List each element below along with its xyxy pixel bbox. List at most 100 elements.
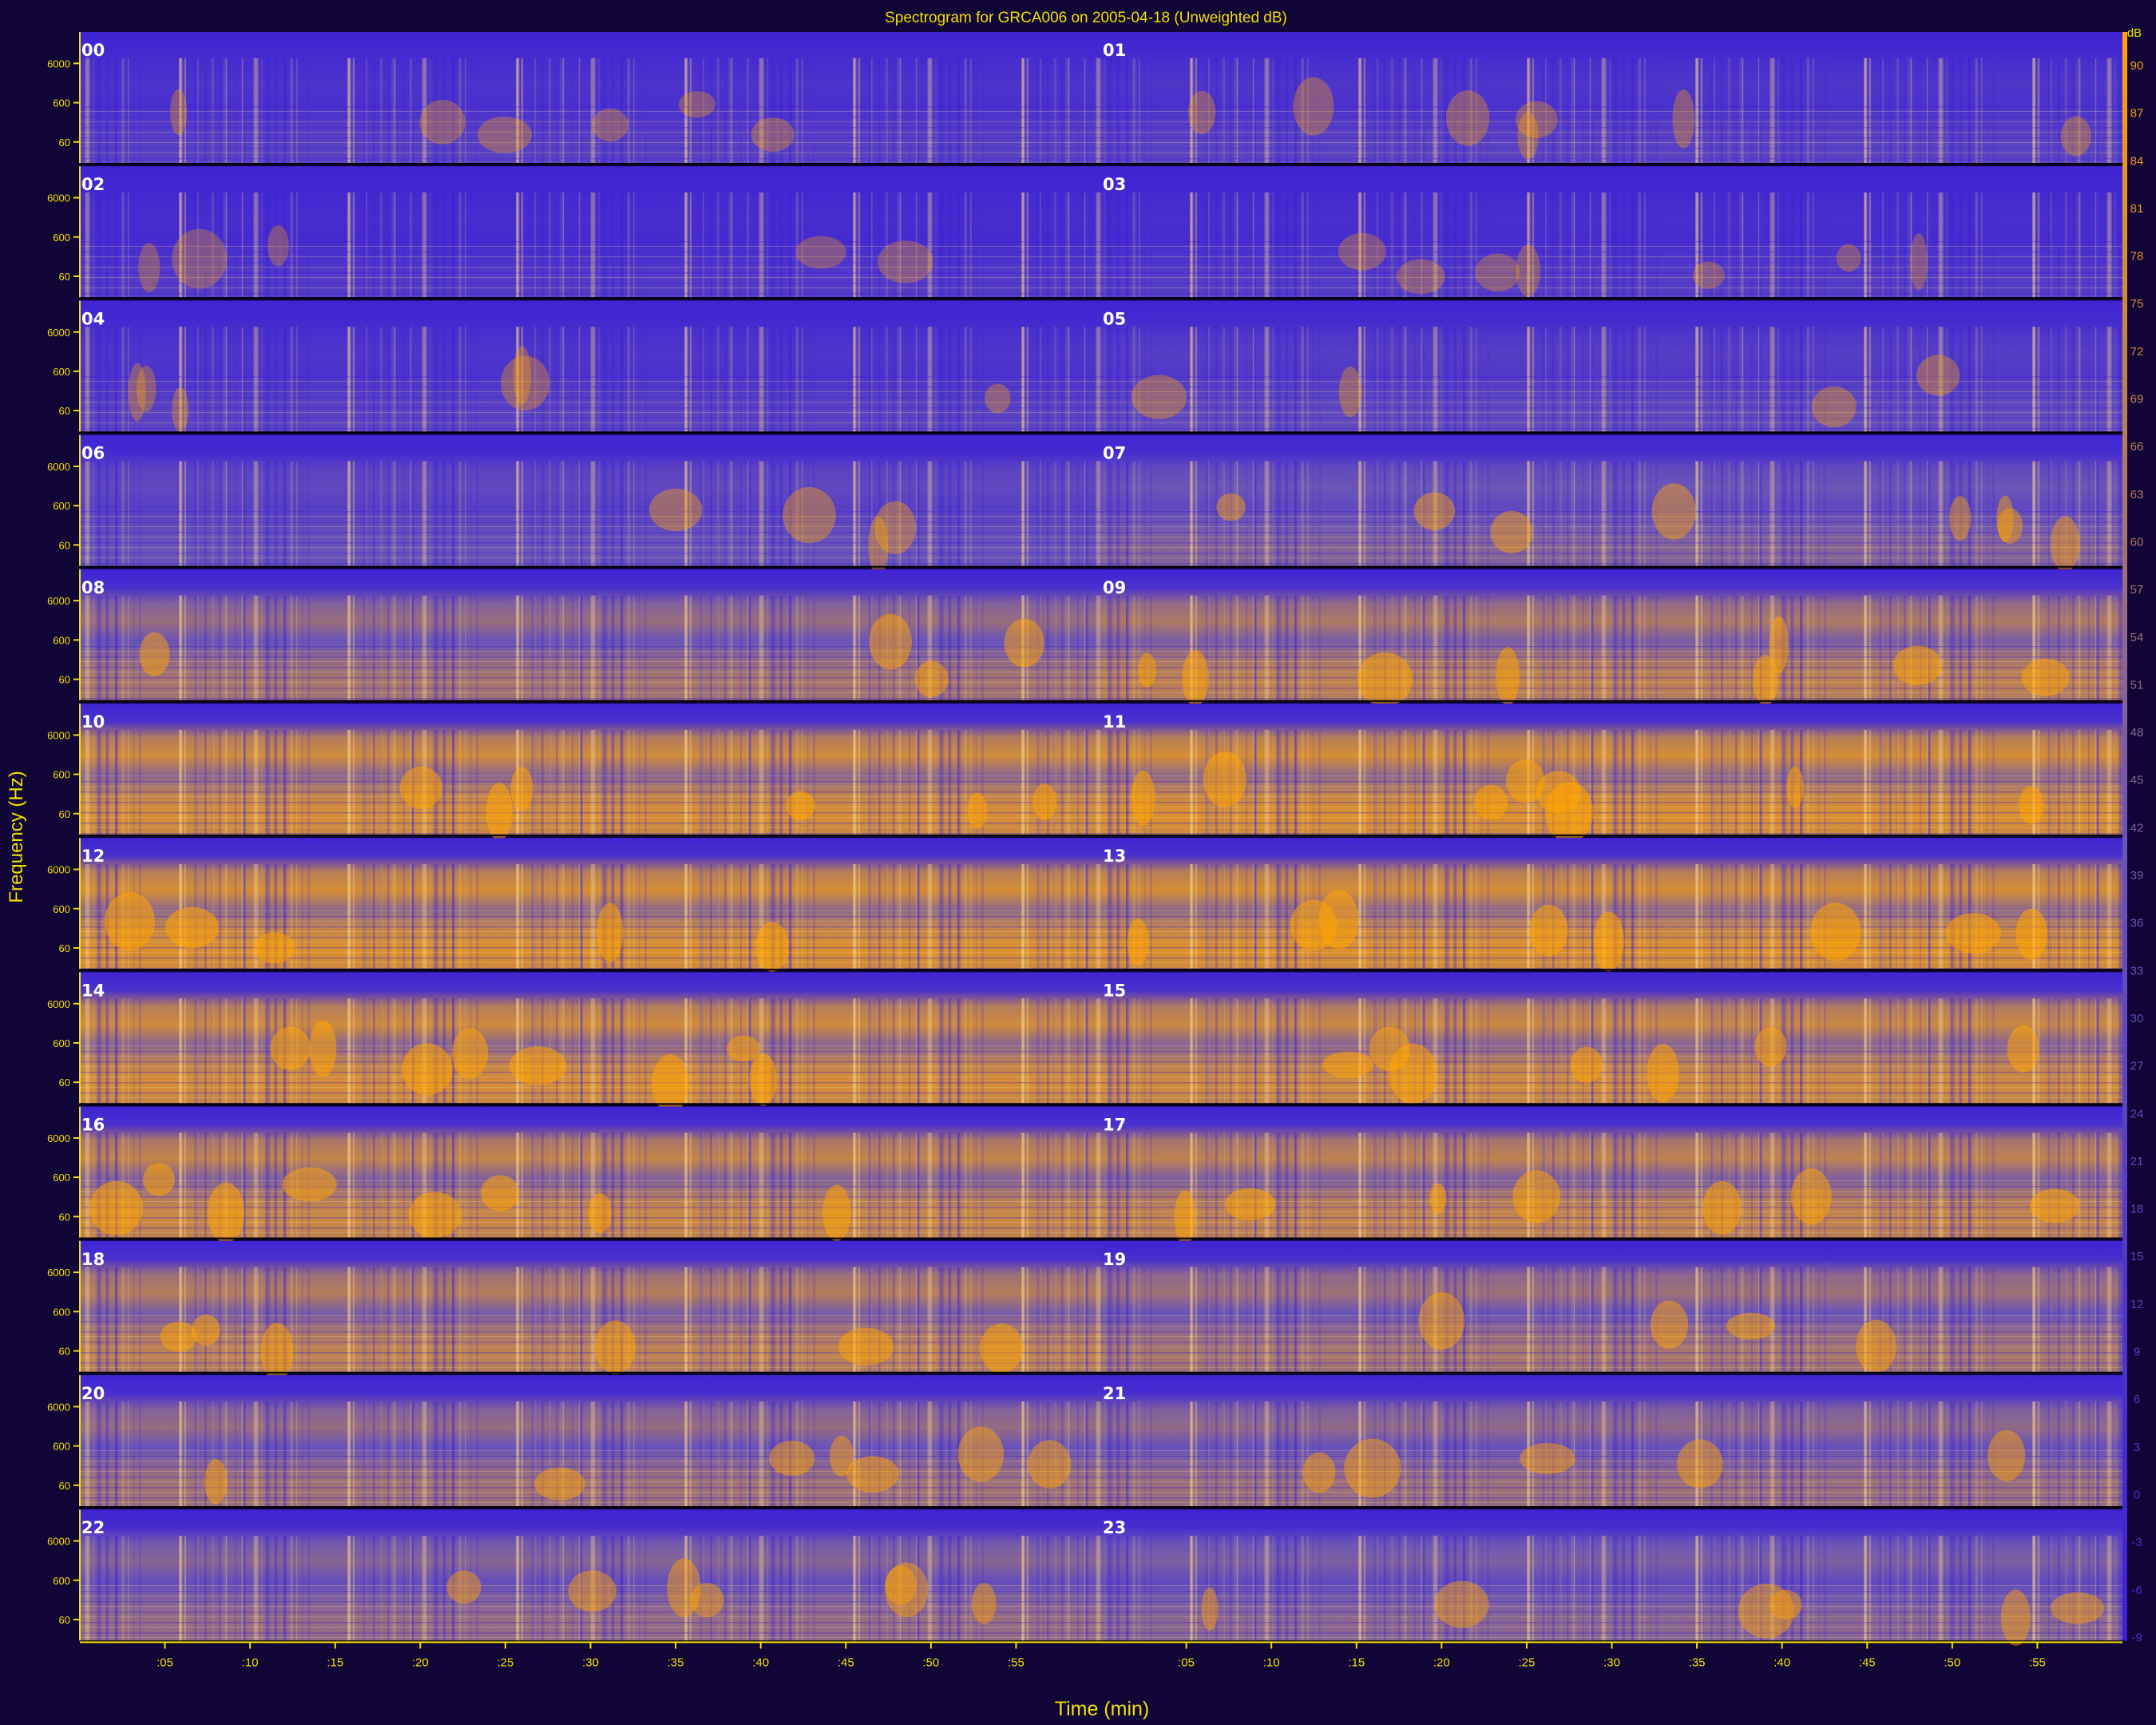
sound-event bbox=[749, 1053, 777, 1106]
y-tick-label: 6000 bbox=[47, 327, 70, 339]
colorbar-tick-label: 51 bbox=[2130, 678, 2144, 692]
panel-row: 02 03 6000 600 60 bbox=[47, 166, 2122, 299]
colorbar-tick-label: 30 bbox=[2130, 1012, 2144, 1025]
sound-event bbox=[592, 108, 628, 142]
sound-event bbox=[1770, 1589, 1802, 1620]
x-tick-label: :50 bbox=[922, 1656, 939, 1669]
colorbar-strip bbox=[2122, 32, 2127, 1641]
sound-event bbox=[1512, 1170, 1561, 1223]
y-tick-label: 6000 bbox=[47, 1267, 70, 1279]
colorbar-unit-label: dB bbox=[2127, 26, 2142, 40]
hour-label: 15 bbox=[1103, 981, 1126, 1000]
sound-event bbox=[1389, 1043, 1438, 1104]
sound-event bbox=[2015, 908, 2048, 960]
sound-event bbox=[501, 355, 550, 411]
colorbar-tick-label: 66 bbox=[2130, 440, 2144, 454]
sound-event bbox=[1429, 1183, 1447, 1214]
hour-label: 06 bbox=[81, 444, 105, 463]
panel-texture bbox=[80, 1044, 1101, 1104]
panel-texture bbox=[1101, 104, 2122, 163]
colorbar-tick-label: 75 bbox=[2130, 297, 2144, 311]
sound-event bbox=[1203, 751, 1247, 807]
colorbar-tick-label: 45 bbox=[2130, 774, 2144, 787]
sound-event bbox=[868, 516, 889, 576]
x-tick-label: :25 bbox=[1518, 1656, 1535, 1669]
y-tick-label: 60 bbox=[59, 1077, 70, 1089]
y-tick-label: 60 bbox=[59, 674, 70, 686]
colorbar-tick-label: 18 bbox=[2130, 1203, 2144, 1216]
sound-event bbox=[568, 1570, 616, 1612]
sound-event bbox=[667, 1558, 701, 1618]
sound-event bbox=[1593, 911, 1624, 972]
y-tick-label: 600 bbox=[53, 1441, 70, 1453]
y-tick-label: 6000 bbox=[47, 998, 70, 1010]
panel-texture bbox=[1101, 506, 2122, 566]
hour-label: 02 bbox=[81, 175, 105, 194]
sound-event bbox=[1490, 510, 1533, 553]
sound-event bbox=[690, 1583, 724, 1618]
x-tick-label: :20 bbox=[1433, 1656, 1450, 1669]
sound-event bbox=[139, 632, 170, 676]
hour-label: 07 bbox=[1103, 444, 1126, 463]
sound-event bbox=[477, 116, 533, 153]
sound-event bbox=[1996, 495, 2014, 542]
panel-texture bbox=[1101, 372, 2122, 432]
sound-event bbox=[2029, 1188, 2080, 1223]
hour-label: 23 bbox=[1103, 1518, 1126, 1537]
sound-event bbox=[967, 792, 988, 829]
sound-event bbox=[1293, 77, 1334, 136]
hour-label: 11 bbox=[1103, 712, 1126, 732]
sound-event bbox=[1726, 1312, 1776, 1340]
y-tick-label: 600 bbox=[53, 1037, 70, 1049]
sound-event bbox=[588, 1193, 612, 1233]
y-tick-label: 60 bbox=[59, 1480, 70, 1492]
sound-event bbox=[1516, 101, 1558, 138]
sound-event bbox=[838, 1327, 894, 1366]
colorbar-tick-label: 48 bbox=[2130, 726, 2144, 740]
sound-event bbox=[1790, 1168, 1832, 1224]
sound-event bbox=[1028, 1440, 1072, 1489]
sound-event bbox=[105, 892, 155, 951]
sound-event bbox=[869, 613, 912, 670]
x-tick-label: :25 bbox=[497, 1656, 513, 1669]
y-tick-label: 600 bbox=[53, 1306, 70, 1318]
colorbar-tick-label: 15 bbox=[2130, 1250, 2144, 1263]
colorbar-tick-label: 6 bbox=[2134, 1393, 2140, 1406]
panel-texture bbox=[1101, 1581, 2122, 1641]
sound-event bbox=[1475, 253, 1520, 292]
sound-event bbox=[270, 1026, 311, 1070]
colorbar-tick-label: 3 bbox=[2134, 1441, 2140, 1454]
y-tick-label: 600 bbox=[53, 500, 70, 512]
sound-event bbox=[1224, 1188, 1276, 1221]
x-tick-label: :05 bbox=[157, 1656, 173, 1669]
panel-texture bbox=[1101, 775, 2122, 835]
sound-event bbox=[1786, 766, 1804, 808]
sound-event bbox=[1892, 645, 1942, 685]
panel-row: 00 01 6000 600 60 bbox=[47, 32, 2122, 165]
x-tick-label: :50 bbox=[1944, 1656, 1960, 1669]
sound-event bbox=[1836, 244, 1861, 272]
colorbar-tick-label: -9 bbox=[2131, 1631, 2142, 1644]
sound-event bbox=[1856, 1319, 1896, 1374]
y-tick-label: 60 bbox=[59, 405, 70, 417]
y-tick-label: 600 bbox=[53, 1172, 70, 1184]
sound-event bbox=[980, 1323, 1024, 1374]
sound-event bbox=[419, 99, 466, 145]
sound-event bbox=[1754, 1027, 1787, 1067]
colorbar-tick-label: 12 bbox=[2130, 1298, 2144, 1311]
panel-row: 20 21 6000 600 60 bbox=[47, 1375, 2122, 1508]
sound-event bbox=[1753, 655, 1778, 705]
y-tick-label: 60 bbox=[59, 271, 70, 283]
colorbar-tick-label: 60 bbox=[2130, 535, 2144, 549]
hour-label: 19 bbox=[1103, 1250, 1126, 1269]
sound-event bbox=[89, 1180, 144, 1235]
panel-texture bbox=[80, 910, 1101, 970]
hour-label: 00 bbox=[81, 41, 105, 60]
y-tick-label: 600 bbox=[53, 903, 70, 915]
y-tick-label: 600 bbox=[53, 1575, 70, 1587]
panel-texture bbox=[80, 1447, 1101, 1506]
sound-event bbox=[1302, 1452, 1336, 1493]
sound-event bbox=[2021, 658, 2070, 696]
sound-event bbox=[1692, 261, 1725, 289]
